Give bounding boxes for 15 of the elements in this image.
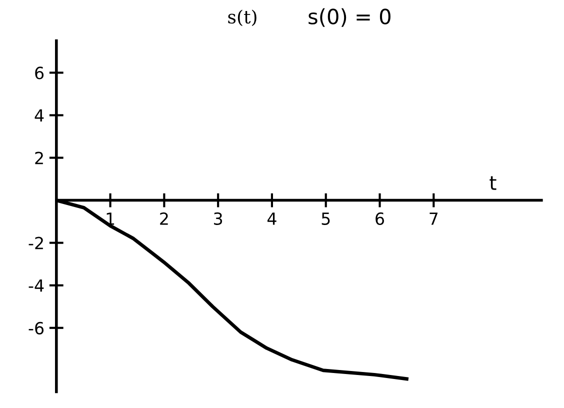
x-tick-label: 5 xyxy=(322,212,330,225)
x-tick-label: 6 xyxy=(376,212,384,225)
x-axis-title: t xyxy=(490,176,496,190)
y-tick-label: -4 xyxy=(28,280,44,292)
y-tick-label: -2 xyxy=(28,236,43,250)
y-tick-label: -6 xyxy=(28,322,44,334)
y-tick-label: 4 xyxy=(34,109,44,122)
x-tick-label: 4 xyxy=(267,212,276,225)
x-tick-label: 3 xyxy=(214,212,222,225)
y-tick-label: 6 xyxy=(35,66,44,80)
x-tick-label: 2 xyxy=(160,212,168,225)
chart-title: s(t) xyxy=(228,10,256,26)
y-tick-label: 2 xyxy=(35,152,43,164)
x-tick-label: 7 xyxy=(430,212,438,225)
text: s(0) = 0 xyxy=(308,8,390,27)
